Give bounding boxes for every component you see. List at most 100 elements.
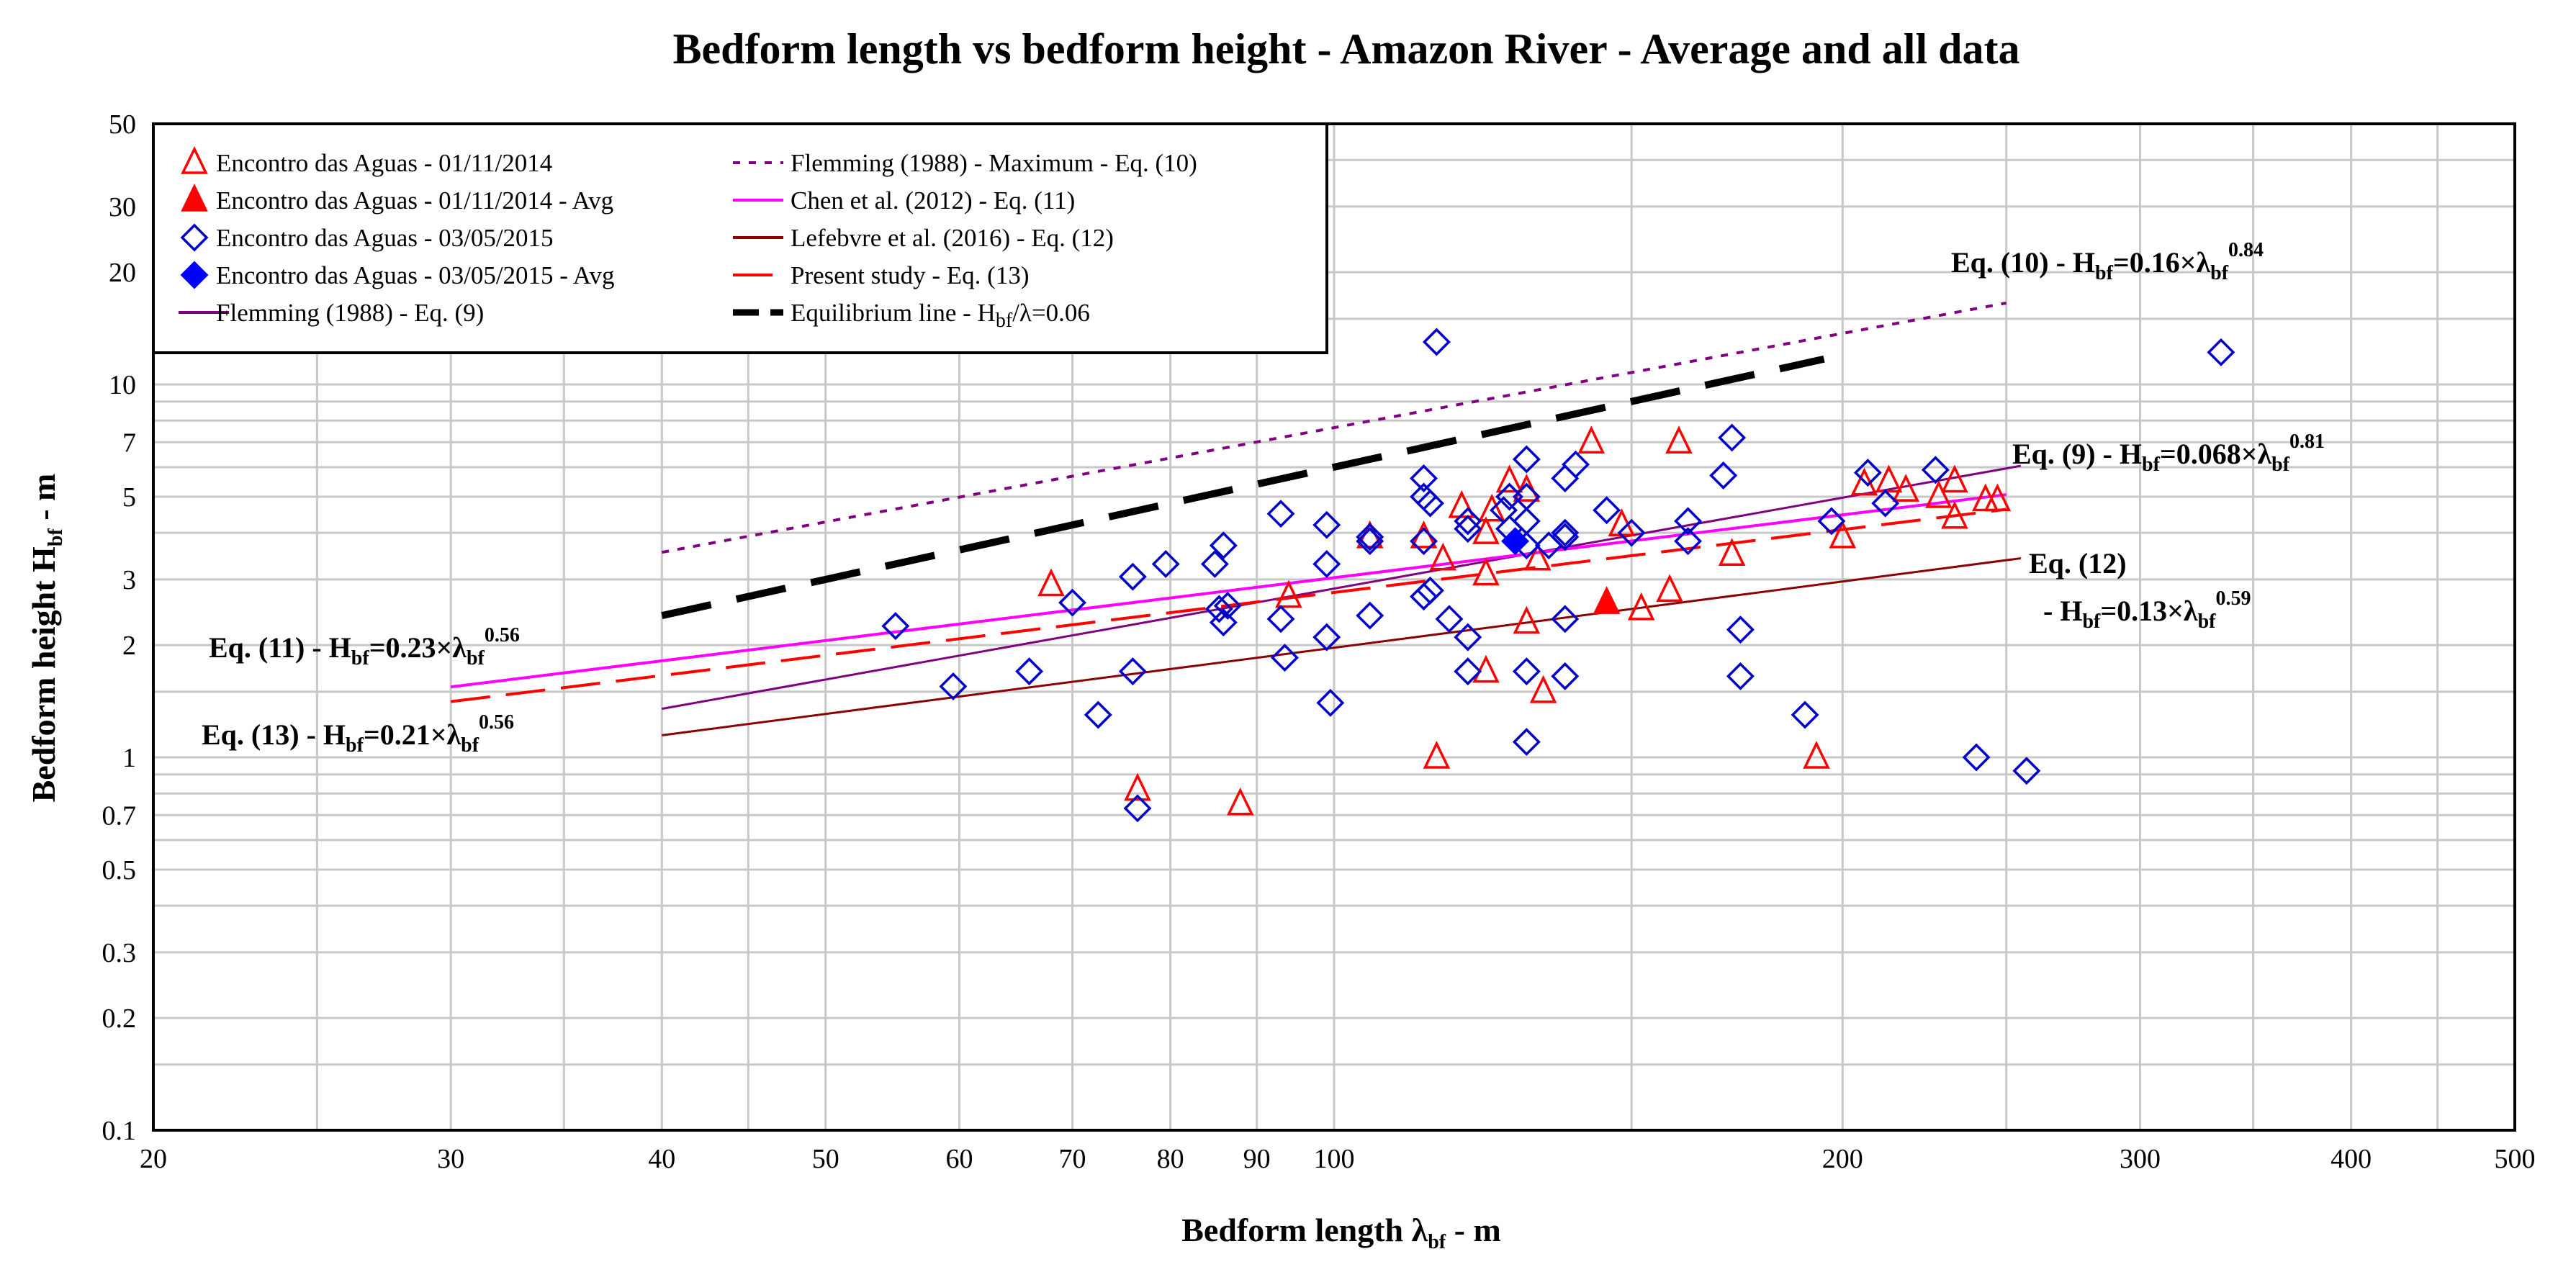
eq-text: =0.23×λ: [369, 631, 467, 664]
legend-label: Encontro das Aguas - 01/11/2014 - Avg: [216, 186, 613, 215]
eq-text: Eq. (11) - H: [209, 631, 351, 664]
x-tick-label: 200: [1822, 1144, 1863, 1174]
data-point: [1454, 657, 1482, 686]
data-point: [1871, 489, 1900, 518]
equation-label: Eq. (12): [2029, 547, 2127, 580]
equation-label: Eq. (13) - Hbf=0.21×λbf0.56: [202, 711, 514, 757]
x-tick-label: 70: [1059, 1144, 1086, 1174]
eq-sub: bf: [2271, 454, 2290, 476]
eq-text: Eq. (12): [2029, 547, 2127, 580]
eq-sup: 0.56: [479, 711, 514, 734]
data-point: [1151, 549, 1180, 578]
data-point: [1416, 576, 1444, 605]
legend-marker: [181, 145, 208, 174]
eq-text: - H: [2043, 595, 2082, 627]
x-tick-label: 80: [1157, 1144, 1184, 1174]
eq-sub: bf: [461, 734, 479, 757]
legend-label-text: Encontro das Aguas - 03/05/2015 - Avg: [216, 261, 614, 289]
eq-sup: 0.56: [485, 624, 520, 646]
legend-label-text: Present study - Eq. (13): [791, 261, 1029, 289]
equation-label: - Hbf=0.13×λbf0.59: [2043, 587, 2251, 633]
legend-label-text: Chen et al. (2012) - Eq. (11): [791, 186, 1075, 215]
data-point: [1429, 542, 1457, 571]
x-tick-label: 100: [1314, 1144, 1355, 1174]
data-point: [1983, 483, 2012, 512]
legend-label-text: Encontro das Aguas - 03/05/2015: [216, 224, 554, 252]
y-tick-label: 10: [109, 370, 136, 400]
data-point: [1577, 425, 1606, 454]
data-point: [1472, 557, 1500, 586]
legend-label: Encontro das Aguas - 03/05/2015 - Avg: [216, 261, 614, 289]
legend-label: Flemming (1988) - Maximum - Eq. (10): [791, 149, 1197, 177]
data-point: [1501, 527, 1530, 556]
eq-text: =0.21×λ: [364, 718, 461, 751]
chart-title: Bedform length vs bedform height - Amazo…: [673, 25, 2020, 73]
eq-sub: bf: [2082, 610, 2101, 633]
eq-sup: 0.81: [2289, 430, 2325, 453]
data-point: [1118, 657, 1147, 686]
legend-label-text: Lefebvre et al. (2016) - Eq. (12): [791, 224, 1114, 252]
y-axis-ticks: 0.1 0.2 0.3 0.5 0.7 1 2 3 5 7 10 20 30 50: [102, 109, 137, 1146]
equation-label: Eq. (10) - Hbf=0.16×λbf0.84: [1951, 239, 2264, 284]
data-point: [1512, 728, 1541, 757]
eq-text: =0.13×λ: [2100, 595, 2198, 627]
x-axis-label: Bedform length λbf - m: [1181, 1212, 1501, 1253]
data-point: [1356, 523, 1384, 551]
plot-frame: [152, 122, 2516, 1132]
x-label-sub: bf: [1428, 1231, 1446, 1253]
data-point: [1204, 595, 1233, 623]
y-tick-label: 0.3: [102, 938, 137, 968]
eq-sub: bf: [2095, 262, 2114, 284]
data-point: [1454, 623, 1482, 651]
y-tick-label: 0.5: [102, 855, 137, 885]
data-point: [1941, 464, 1968, 493]
data-point: [2012, 757, 2041, 785]
data-point: [1803, 741, 1830, 769]
legend-label: Present study - Eq. (13): [791, 261, 1029, 289]
data-point: [1627, 592, 1655, 621]
legend-marker: [181, 183, 208, 212]
eq-sub: bf: [2210, 262, 2229, 284]
y-tick-label: 0.7: [102, 801, 137, 831]
data-point: [1410, 582, 1438, 611]
data-point: [1925, 479, 1953, 508]
data-point: [1529, 675, 1557, 703]
data-point: [1593, 586, 1621, 614]
y-tick-label: 50: [109, 109, 136, 140]
data-point: [1435, 605, 1464, 634]
data-point: [1123, 794, 1152, 823]
data-point: [1316, 688, 1345, 717]
data-point: [1015, 657, 1044, 686]
x-axis-ticks: 20 30 40 50 60 70 80 90 100 200 300 400 500: [140, 1144, 2536, 1174]
data-point: [1312, 510, 1341, 539]
data-point: [1718, 538, 1746, 566]
data-point: [1124, 772, 1151, 801]
fit-line: [662, 464, 2022, 711]
eq-sub: bf: [2142, 454, 2161, 476]
data-point: [1726, 616, 1755, 644]
data-point: [1416, 489, 1444, 518]
x-tick-label: 60: [945, 1144, 973, 1174]
y-tick-label: 3: [122, 565, 136, 595]
data-point: [1791, 700, 1819, 729]
x-tick-label: 20: [140, 1144, 167, 1174]
data-point: [1551, 605, 1580, 634]
data-point: [1656, 574, 1683, 603]
data-point: [1410, 464, 1438, 492]
eq-sub: bf: [2198, 610, 2217, 633]
x-label-tail: - m: [1446, 1212, 1501, 1248]
eq-sup: 0.84: [2228, 239, 2264, 261]
data-point: [1512, 445, 1541, 474]
x-tick-label: 40: [648, 1144, 675, 1174]
y-tick-label: 5: [122, 482, 136, 513]
eq-sub: bf: [467, 647, 485, 669]
data-point: [1551, 523, 1580, 551]
eq-text: =0.16×λ: [2113, 246, 2211, 279]
data-point: [1718, 423, 1747, 452]
data-point: [1665, 425, 1693, 454]
data-point: [1037, 568, 1065, 597]
data-point: [1209, 608, 1238, 637]
data-point: [1422, 328, 1451, 356]
legend-label-tail: /λ=0.06: [1012, 299, 1090, 327]
